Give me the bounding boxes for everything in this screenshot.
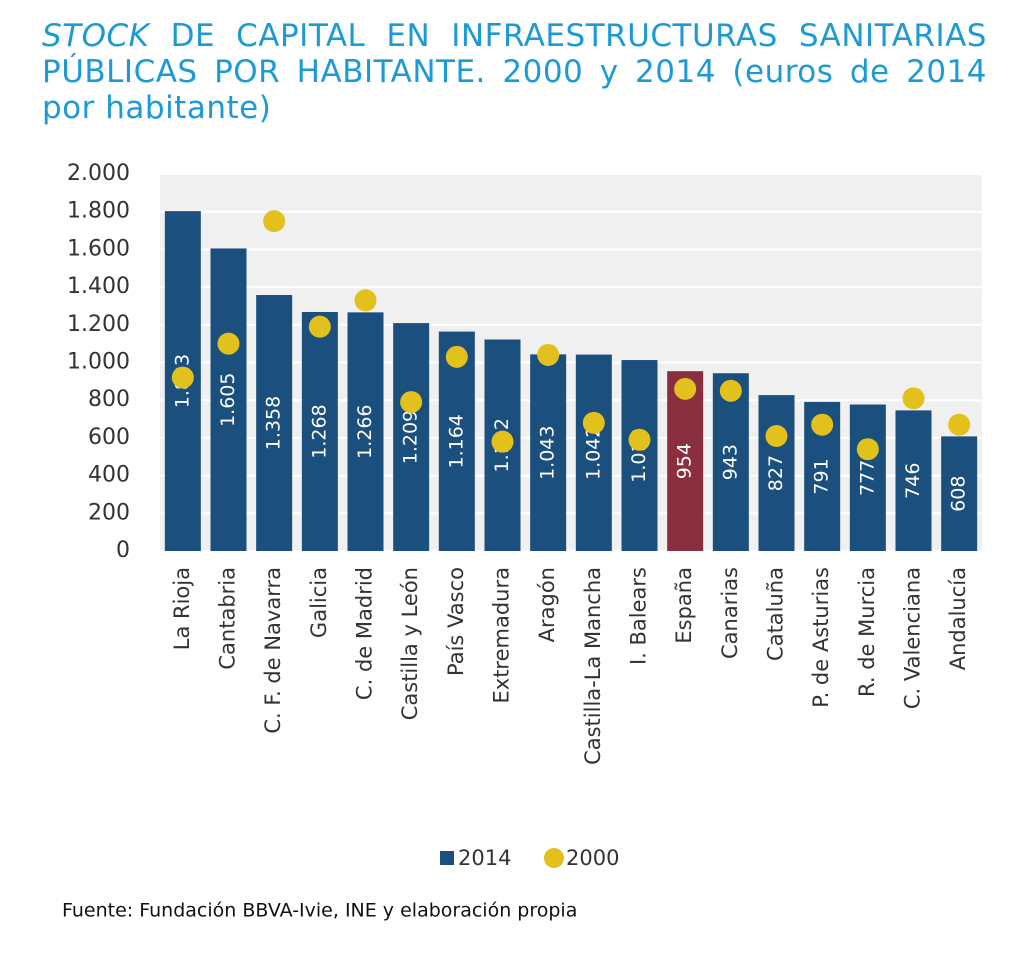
value-label: 791 (811, 458, 833, 494)
x-tick-label: C. de Madrid (353, 567, 377, 700)
value-label: 608 (948, 476, 970, 512)
x-tick-label: Castilla-La Mancha (581, 567, 605, 765)
bar (895, 410, 932, 551)
legend-swatch (544, 848, 564, 868)
bar (941, 436, 978, 551)
value-label: 1.358 (263, 396, 285, 450)
x-tick-label: Cataluña (764, 567, 788, 661)
x-tick-label: R. de Murcia (855, 567, 879, 697)
x-tick-label: I. Balears (627, 567, 651, 665)
x-tick-label: P. de Asturias (809, 567, 833, 708)
bar (347, 312, 384, 551)
dot (217, 332, 240, 355)
value-label: 777 (856, 460, 878, 496)
bar (849, 404, 886, 551)
dot (628, 428, 651, 451)
y-tick-label: 1.200 (67, 312, 130, 337)
dot (308, 315, 331, 338)
dot (719, 379, 742, 402)
chart-title: STOCK DE CAPITAL EN INFRAESTRUCTURAS SAN… (42, 18, 987, 126)
bar (438, 331, 475, 551)
value-label: 1.266 (354, 404, 376, 458)
value-label: 1.042 (582, 426, 604, 480)
bar (758, 395, 795, 551)
bar (667, 371, 704, 551)
dot (354, 289, 377, 312)
x-tick-label: C. Valenciana (901, 567, 925, 709)
x-tick-label: Canarias (718, 567, 742, 659)
x-tick-label: Castilla y León (398, 567, 422, 720)
dot (582, 411, 605, 434)
x-tick-label: C. F. de Navarra (261, 567, 285, 734)
bar (393, 323, 430, 551)
y-tick-label: 0 (116, 538, 130, 563)
dot (445, 345, 468, 368)
y-tick-label: 2.000 (67, 161, 130, 186)
x-tick-label: País Vasco (444, 567, 468, 676)
y-tick-label: 1.000 (67, 350, 130, 375)
dot (263, 210, 286, 233)
y-tick-label: 1.800 (67, 199, 130, 224)
legend-swatch (440, 851, 454, 865)
dot (948, 413, 971, 436)
dot (674, 377, 697, 400)
x-tick-label: La Rioja (170, 567, 194, 650)
y-tick-label: 600 (88, 425, 130, 450)
value-label: 1.043 (537, 425, 559, 479)
x-tick-label: Andalucía (946, 567, 970, 670)
dot (811, 413, 834, 436)
dot (765, 425, 788, 448)
dot (856, 438, 879, 461)
value-label: 1.209 (400, 410, 422, 464)
bar (575, 354, 612, 551)
y-tick-label: 400 (88, 463, 130, 488)
x-tick-label: Aragón (535, 567, 559, 642)
value-label: 1.268 (308, 404, 330, 458)
x-tick-label: Extremadura (490, 567, 514, 704)
title-italic: STOCK (42, 18, 150, 54)
source: Fuente: Fundación BBVA-Ivie, INE y elabo… (62, 900, 577, 922)
dot (902, 387, 925, 410)
value-label: 943 (719, 444, 741, 480)
value-label: 954 (674, 443, 696, 479)
y-tick-label: 1.600 (67, 236, 130, 261)
y-tick-label: 200 (88, 500, 130, 525)
bar (301, 311, 338, 551)
bar (210, 248, 247, 551)
dot (491, 430, 514, 453)
title-text: DE CAPITAL EN INFRAESTRUCTURAS SANITARIA… (42, 18, 987, 126)
dot (400, 391, 423, 414)
bar (712, 373, 749, 551)
legend-label: 2014 (458, 846, 511, 870)
value-label: 827 (765, 455, 787, 491)
value-label: 1.164 (445, 414, 467, 468)
y-tick-label: 1.400 (67, 274, 130, 299)
bar (256, 295, 293, 551)
y-tick-label: 800 (88, 387, 130, 412)
x-tick-label: España (672, 567, 696, 644)
x-tick-label: Cantabria (216, 567, 240, 670)
value-label: 746 (902, 463, 924, 499)
value-label: 1.605 (217, 373, 239, 427)
bar (621, 360, 658, 551)
bar (530, 354, 567, 551)
legend-label: 2000 (566, 846, 619, 870)
dot (171, 366, 194, 389)
dot (537, 343, 560, 366)
x-tick-label: Galicia (307, 567, 331, 638)
